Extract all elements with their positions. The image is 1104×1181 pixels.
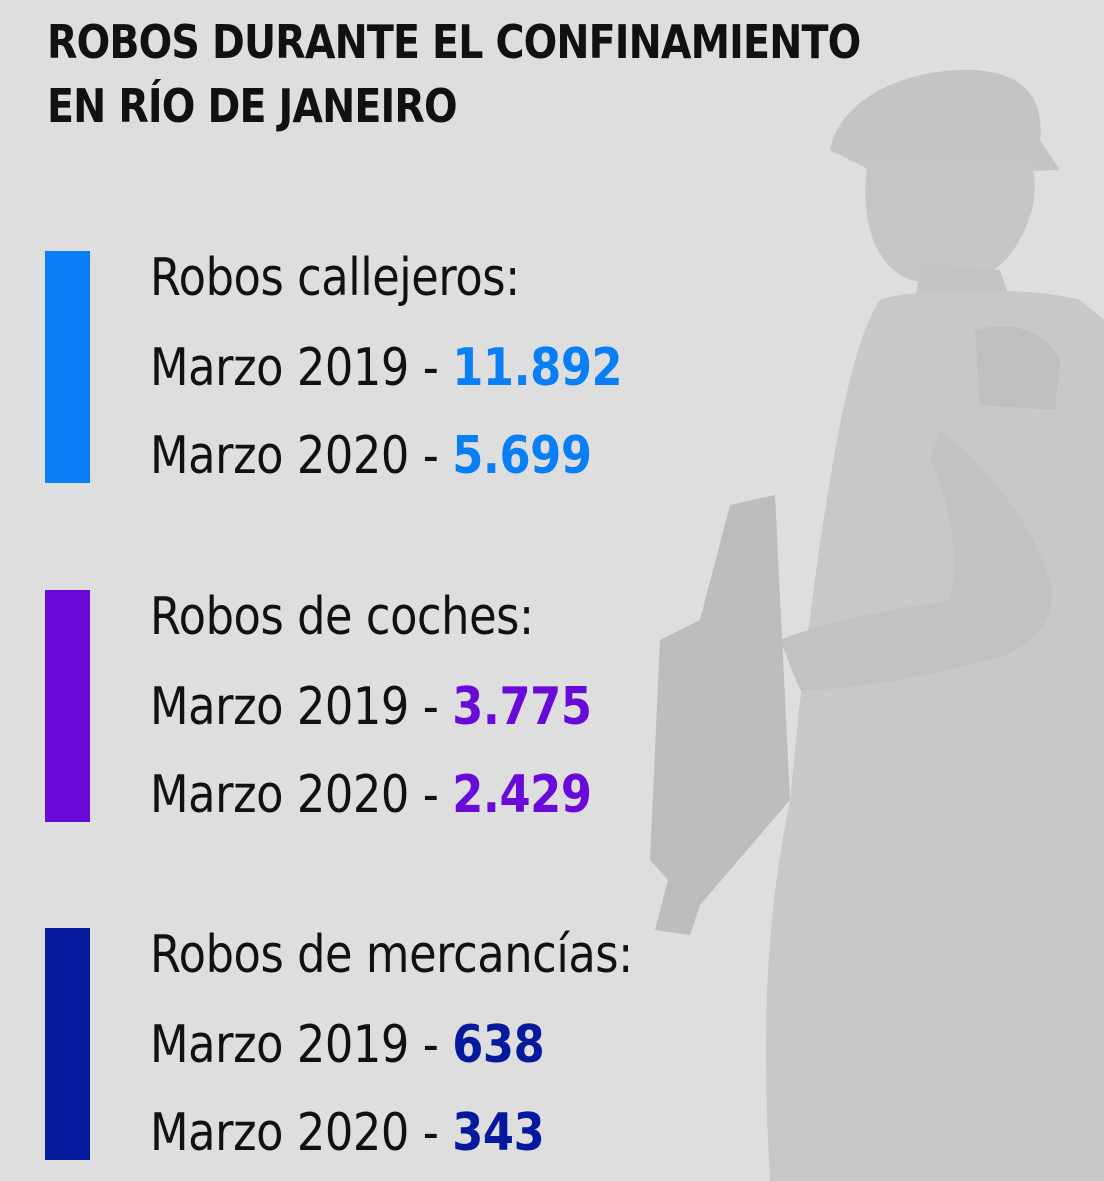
stat-row-2019: Marzo 2019 - 3.775 [150,680,592,734]
section-heading: Robos de mercancías: [150,925,633,985]
section-text: Robos callejeros: Marzo 2019 - 11.892 Ma… [150,248,623,483]
stat-label: Marzo 2020 - [150,1103,453,1163]
stat-value: 2.429 [452,765,592,825]
section-heading: Robos de coches: [150,587,534,647]
stat-row-2020: Marzo 2020 - 5.699 [150,429,622,483]
section-robos-callejeros: Robos callejeros: Marzo 2019 - 11.892 Ma… [0,251,1104,483]
section-text: Robos de coches: Marzo 2019 - 3.775 Marz… [150,590,592,822]
stat-row-2019: Marzo 2019 - 11.892 [150,338,623,398]
stat-value: 343 [452,1103,545,1163]
infographic-title: ROBOS DURANTE EL CONFINAMIENTO EN RÍO DE… [47,10,861,138]
stat-row-2020: Marzo 2020 - 2.429 [150,768,592,822]
section-color-bar [45,590,90,822]
section-color-bar [45,251,90,483]
stat-label: Marzo 2020 - [150,765,453,825]
stat-value: 11.892 [452,338,623,398]
stat-row-2019: Marzo 2019 - 638 [150,1018,633,1072]
stat-label: Marzo 2019 - [150,338,453,398]
title-line-1: ROBOS DURANTE EL CONFINAMIENTO [47,15,861,69]
section-color-bar [45,928,90,1160]
section-heading: Robos callejeros: [150,248,520,308]
section-robos-de-mercancias: Robos de mercancías: Marzo 2019 - 638 Ma… [0,928,1104,1160]
title-line-2: EN RÍO DE JANEIRO [47,79,458,133]
section-robos-de-coches: Robos de coches: Marzo 2019 - 3.775 Marz… [0,590,1104,822]
stat-value: 638 [452,1015,545,1075]
stat-label: Marzo 2019 - [150,1015,453,1075]
stat-value: 3.775 [452,677,592,737]
stat-label: Marzo 2020 - [150,426,453,486]
stat-row-2020: Marzo 2020 - 343 [150,1106,633,1160]
stat-value: 5.699 [452,426,592,486]
stat-label: Marzo 2019 - [150,677,453,737]
section-text: Robos de mercancías: Marzo 2019 - 638 Ma… [150,928,633,1160]
